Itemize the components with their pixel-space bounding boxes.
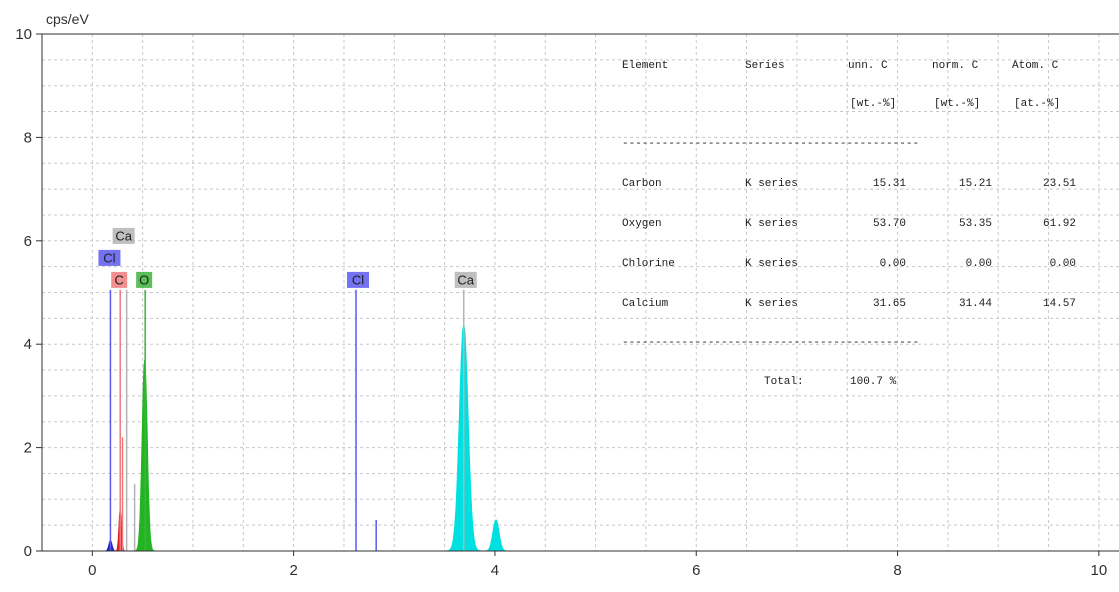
table-cell: K series — [745, 258, 798, 270]
x-tick-label: 6 — [692, 562, 700, 579]
table-cell: 15.31 — [873, 178, 906, 190]
table-cell: K series — [745, 218, 798, 230]
x-tick-label: 10 — [1091, 562, 1108, 579]
table-cell: 0.00 — [966, 258, 992, 270]
y-tick-label: 4 — [24, 336, 32, 353]
marker-label-Ca: Ca — [457, 272, 474, 287]
table-header: Series — [745, 60, 785, 72]
table-separator: ----------------------------------------… — [622, 337, 919, 349]
table-cell: 23.51 — [1043, 178, 1076, 190]
table-cell: Oxygen — [622, 218, 662, 230]
marker-label-C: C — [115, 272, 124, 287]
table-cell: K series — [745, 178, 798, 190]
table-total-value: 100.7 % — [850, 376, 897, 388]
table-cell: 0.00 — [1050, 258, 1076, 270]
marker-label-Cl: Cl — [352, 272, 364, 287]
table-total-label: Total: — [764, 376, 804, 388]
table-cell: 31.65 — [873, 298, 906, 310]
table-cell: 61.92 — [1043, 218, 1076, 230]
table-header: unn. C — [848, 60, 888, 72]
marker-label-box-Cl — [98, 249, 121, 266]
marker-label-box-Ca — [454, 271, 477, 288]
table-cell: 15.21 — [959, 178, 992, 190]
y-tick-label: 8 — [24, 129, 32, 146]
marker-label-box-C — [111, 271, 128, 288]
table-cell: 31.44 — [959, 298, 992, 310]
x-tick-label: 0 — [88, 562, 96, 579]
table-cell: 53.35 — [959, 218, 992, 230]
y-axis-label: cps/eV — [46, 11, 89, 27]
table-unit: [wt.-%] — [934, 98, 980, 110]
table-cell: Chlorine — [622, 258, 675, 270]
table-cell: Calcium — [622, 298, 669, 310]
marker-label-O: O — [139, 272, 149, 287]
marker-label-Cl: Cl — [103, 250, 115, 265]
table-cell: 0.00 — [880, 258, 906, 270]
plot-area — [42, 34, 1119, 551]
table-unit: [at.-%] — [1014, 98, 1060, 110]
marker-label-Ca: Ca — [115, 228, 132, 243]
marker-label-box-Ca — [112, 227, 135, 244]
table-unit: [wt.-%] — [850, 98, 896, 110]
table-cell: K series — [745, 298, 798, 310]
y-tick-label: 10 — [15, 26, 32, 43]
table-cell: 53.70 — [873, 218, 906, 230]
marker-label-box-Cl — [347, 271, 370, 288]
y-tick-label: 6 — [24, 233, 32, 250]
table-cell: Carbon — [622, 178, 662, 190]
y-tick-label: 2 — [24, 440, 32, 457]
table-header: Element — [622, 60, 668, 72]
x-tick-label: 4 — [491, 562, 499, 579]
x-tick-label: 8 — [893, 562, 901, 579]
x-tick-label: 2 — [289, 562, 297, 579]
table-header: Atom. C — [1012, 60, 1059, 72]
table-separator: ----------------------------------------… — [622, 138, 919, 150]
marker-label-box-O — [136, 271, 153, 288]
table-header: norm. C — [932, 60, 979, 72]
table-cell: 14.57 — [1043, 298, 1076, 310]
y-tick-label: 0 — [24, 543, 32, 560]
results-table: Element Series unn. C norm. C Atom. C [wt.-%]… — [622, 60, 1076, 388]
